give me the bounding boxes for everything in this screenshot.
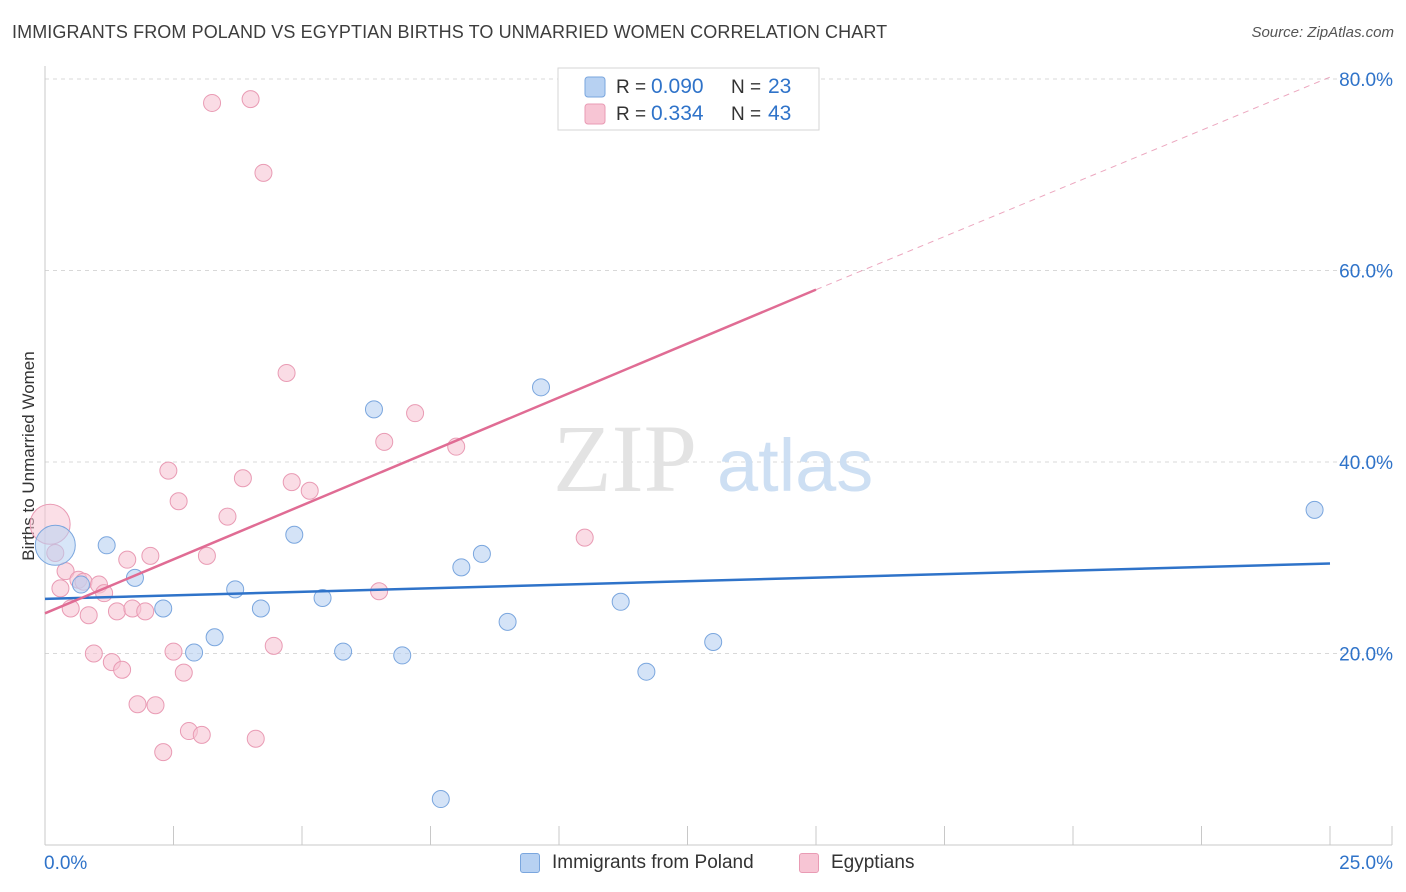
egyptians-point (233, 469, 252, 488)
legend-n-value: 23 (768, 75, 791, 98)
poland-point (452, 558, 471, 577)
egyptians-point (174, 663, 193, 682)
egyptians-point (146, 696, 165, 715)
legend-swatch-poland (520, 853, 540, 873)
egyptians-point (370, 582, 389, 601)
egyptians-points (29, 90, 594, 762)
egyptians-point (84, 644, 103, 663)
egyptians-point (575, 528, 594, 547)
x-tick-label-min: 0.0% (44, 853, 87, 874)
egyptians-point (141, 546, 160, 565)
poland-point (704, 633, 723, 652)
egyptians-point (128, 695, 147, 714)
egyptians-point (107, 602, 126, 621)
egyptians-point (51, 579, 70, 598)
tick-labels: 20.0% 40.0% 60.0% 80.0% 0.0% 25.0% (44, 70, 1393, 874)
poland-point (154, 599, 173, 618)
axes: Births to Unmarried Women (19, 66, 1393, 846)
legend-n-label: N = (731, 104, 761, 125)
egyptians-point (203, 93, 222, 112)
egyptians-point (79, 606, 98, 625)
poland-point (498, 612, 517, 631)
egyptians-trend-extension (815, 76, 1331, 291)
poland-point (611, 592, 630, 611)
poland-point (364, 400, 383, 419)
y-tick-label: 20.0% (1339, 645, 1393, 666)
legend-swatch-egyptians (799, 853, 819, 873)
legend-r-label: R = (616, 77, 646, 98)
poland-point (97, 536, 116, 555)
egyptians-point (136, 602, 155, 621)
y-tick-label: 40.0% (1339, 453, 1393, 474)
egyptians-point (159, 461, 178, 480)
poland-point (1305, 500, 1324, 519)
legend-label-egyptians: Egyptians (831, 852, 915, 873)
poland-point (71, 575, 90, 594)
poland-trend-line (44, 562, 1331, 601)
legend-r-label: R = (616, 104, 646, 125)
poland-point (334, 642, 353, 661)
egyptians-point (113, 660, 132, 679)
watermark-zip: ZIP (553, 405, 697, 512)
poland-point (285, 525, 304, 544)
egyptians-point (246, 729, 265, 748)
legend-r-value: 0.090 (651, 75, 704, 98)
egyptians-point (241, 90, 260, 109)
poland-point (34, 524, 76, 566)
poland-point (313, 588, 332, 607)
legend-r-value: 0.334 (651, 102, 704, 125)
egyptians-point (277, 363, 296, 382)
egyptians-point (164, 642, 183, 661)
y-tick-label: 60.0% (1339, 262, 1393, 283)
egyptians-point (154, 743, 173, 762)
legend-n-label: N = (731, 77, 761, 98)
watermark-atlas: atlas (717, 424, 873, 507)
egyptians-point (254, 163, 273, 182)
chart-title: IMMIGRANTS FROM POLAND VS EGYPTIAN BIRTH… (12, 22, 888, 42)
legend-top: R = 0.090 N = 23 R = 0.334 N = 43 (557, 67, 820, 131)
egyptians-point (218, 507, 237, 526)
poland-point (226, 580, 245, 599)
legend-bottom: Immigrants from Poland Egyptians (0, 852, 1406, 878)
egyptians-trend-line (44, 288, 817, 615)
poland-point (431, 790, 450, 809)
egyptians-point (192, 725, 211, 744)
legend-item-poland[interactable]: Immigrants from Poland (520, 852, 754, 874)
legend-swatch-poland (584, 76, 606, 98)
y-axis-label: Births to Unmarried Women (19, 351, 38, 560)
source-label: Source: ZipAtlas.com (1251, 24, 1394, 41)
y-tick-label: 80.0% (1339, 70, 1393, 91)
egyptians-point (118, 550, 137, 569)
egyptians-point (375, 432, 394, 451)
poland-points (34, 378, 1324, 809)
poland-point (185, 643, 204, 662)
poland-point (251, 599, 270, 618)
egyptians-point (300, 481, 319, 500)
egyptians-point (169, 492, 188, 511)
poland-point (472, 544, 491, 563)
egyptians-point (197, 546, 216, 565)
legend-label-poland: Immigrants from Poland (552, 852, 754, 873)
poland-point (393, 646, 412, 665)
legend-item-egyptians[interactable]: Egyptians (799, 852, 914, 874)
egyptians-point (264, 636, 283, 655)
trend-lines (44, 76, 1331, 615)
poland-point (637, 662, 656, 681)
x-tick-label-max: 25.0% (1339, 853, 1393, 874)
egyptians-point (282, 473, 301, 492)
egyptians-point (406, 404, 425, 423)
watermark: ZIP atlas (553, 405, 873, 512)
legend-swatch-egyptians (584, 103, 606, 125)
legend-n-value: 43 (768, 102, 791, 125)
poland-point (205, 628, 224, 647)
poland-point (532, 378, 551, 397)
